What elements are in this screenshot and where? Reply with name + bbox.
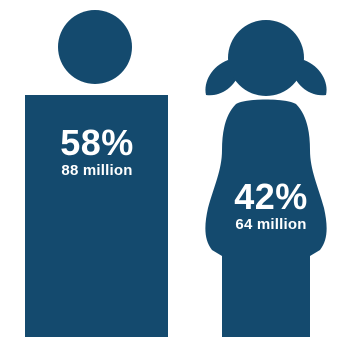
girl-figure-icon — [205, 20, 327, 337]
boy-head — [58, 10, 132, 84]
boy-figure-icon — [25, 10, 168, 337]
girl-body — [205, 99, 327, 337]
boy-stat: 58% 88 million — [30, 122, 164, 180]
boy-percent-label: 58% — [60, 122, 134, 163]
boy-count-label: 88 million — [61, 162, 133, 179]
girl-head — [228, 20, 304, 96]
boy-body — [25, 95, 168, 337]
girl-count-label: 64 million — [235, 216, 307, 233]
girl-stat: 42% 64 million — [206, 176, 336, 234]
girl-percent-label: 42% — [234, 176, 308, 217]
